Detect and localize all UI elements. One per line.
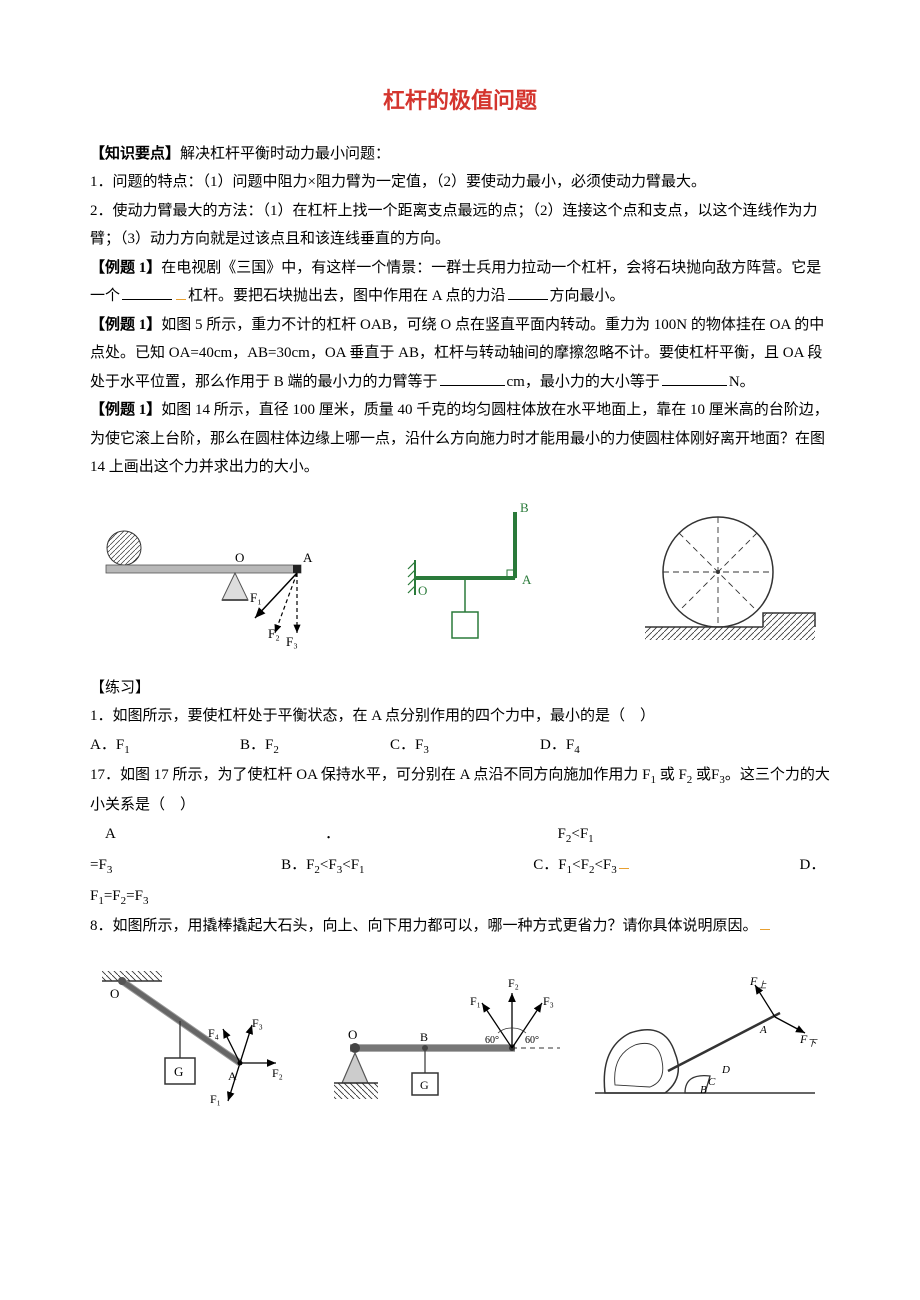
svg-text:F₁: F₁ (470, 994, 481, 1008)
svg-text:F₃: F₃ (252, 1016, 263, 1030)
svg-text:F₃: F₃ (286, 634, 298, 649)
svg-text:F₂: F₂ (272, 1066, 283, 1080)
blank-orange (176, 285, 186, 300)
blank-fill (662, 371, 727, 386)
example-3: 【例题 1】如图 14 所示，直径 100 厘米，质量 40 千克的均匀圆柱体放… (90, 396, 830, 482)
q17-choices: A ． F2<F1 =F3 B．F2<F3<F1 C．F1<F2<F3 D．F1… (90, 819, 830, 912)
svg-text:G: G (174, 1064, 183, 1079)
q1-choice-d: D．F4 (540, 731, 690, 761)
svg-text:F₂: F₂ (268, 626, 280, 641)
knowledge-pt2: 2．使动力臂最大的方法：（1）在杠杆上找一个距离支点最远的点；（2）连接这个点和… (90, 197, 830, 254)
svg-text:F₃: F₃ (543, 994, 554, 1008)
figure-cylinder-step (640, 500, 820, 650)
ex1-text-b: 杠杆。要把石块抛出去，图中作用在 A 点的力沿 (188, 288, 506, 304)
q1-text: 1．如图所示，要使杠杆处于平衡状态，在 A 点分别作用的四个力中，最小的是（ ） (90, 702, 830, 731)
q1-choice-c: C．F3 (390, 731, 540, 761)
figure-pry-bar: B C D A F上 F下 (590, 973, 820, 1113)
practice-label: 【练习】 (90, 674, 830, 703)
figure-oab-lever: O A B (400, 500, 570, 650)
page-title: 杠杆的极值问题 (90, 80, 830, 122)
knowledge-intro: 解决杠杆平衡时动力最小问题： (180, 146, 390, 162)
svg-text:F下: F下 (799, 1032, 818, 1048)
blank-fill (508, 285, 548, 300)
example-2: 【例题 1】如图 5 所示，重力不计的杠杆 OAB，可绕 O 点在竖直平面内转动… (90, 311, 830, 397)
svg-text:60°: 60° (485, 1035, 499, 1046)
blank-fill (440, 371, 505, 386)
q17-text: 17．如图 17 所示，为了使杠杆 OA 保持水平，可分别在 A 点沿不同方向施… (90, 761, 830, 819)
svg-text:D: D (721, 1064, 730, 1076)
ex2-label: 【例题 1】 (90, 317, 161, 333)
knowledge-label: 【知识要点】 (90, 146, 180, 162)
svg-text:A: A (303, 550, 313, 565)
ex1-label: 【例题 1】 (90, 260, 161, 276)
knowledge-pt1: 1．问题的特点：（1）问题中阻力×阻力臂为一定值，（2）要使动力最小，必须使动力… (90, 168, 830, 197)
ex3-label: 【例题 1】 (90, 402, 161, 418)
figure-row-2: O G A F₄ F₃ F₂ F₁ O B G (90, 963, 830, 1113)
svg-text:C: C (708, 1076, 716, 1088)
svg-text:F₁: F₁ (210, 1092, 221, 1106)
ex2-text-b: cm，最小力的大小等于 (507, 374, 660, 390)
q8-text: 8．如图所示，用撬棒撬起大石头，向上、向下用力都可以，哪一种方式更省力？请你具体… (90, 912, 830, 941)
q1-choices: A．F1 B．F2 C．F3 D．F4 (90, 731, 830, 761)
svg-text:B: B (420, 1030, 428, 1044)
svg-text:B: B (700, 1084, 707, 1096)
figure-hanging-lever: O G A F₄ F₃ F₂ F₁ (100, 963, 300, 1113)
svg-text:F₄: F₄ (208, 1026, 219, 1040)
svg-text:B: B (520, 500, 529, 515)
svg-text:F₁: F₁ (250, 590, 262, 605)
ex1-text-c: 方向最小。 (550, 288, 625, 304)
ex2-text-c: N。 (729, 374, 755, 390)
q1-choice-b: B．F2 (240, 731, 390, 761)
figure-lever-oa: O B G F₁ F₂ F₃ 60° 60° (320, 963, 570, 1113)
q17-choice-c: C．F1<F2<F3 (368, 857, 616, 873)
svg-text:O: O (235, 550, 244, 565)
blank-orange (760, 915, 770, 930)
svg-text:O: O (348, 1027, 357, 1042)
figure-catapult: O A F₁ F₂ F₃ (100, 520, 330, 650)
example-1: 【例题 1】在电视剧《三国》中，有这样一个情景：一群士兵用力拉动一个杠杆，会将石… (90, 254, 830, 311)
svg-text:F上: F上 (749, 974, 767, 990)
q1-choice-a: A．F1 (90, 731, 240, 761)
knowledge-heading: 【知识要点】解决杠杆平衡时动力最小问题： (90, 140, 830, 169)
svg-text:O: O (110, 986, 119, 1001)
figure-row-1: O A F₁ F₂ F₃ O A B (90, 500, 830, 650)
svg-text:60°: 60° (525, 1035, 539, 1046)
svg-text:F₂: F₂ (508, 976, 519, 990)
svg-text:A: A (522, 572, 532, 587)
svg-text:A: A (759, 1024, 767, 1036)
svg-text:O: O (418, 583, 427, 598)
blank-fill (122, 285, 172, 300)
q17-choice-b: B．F2<F3<F1 (116, 857, 364, 873)
svg-text:G: G (420, 1078, 429, 1092)
ex3-text: 如图 14 所示，直径 100 厘米，质量 40 千克的均匀圆柱体放在水平地面上… (90, 402, 829, 475)
blank-orange (619, 854, 629, 869)
